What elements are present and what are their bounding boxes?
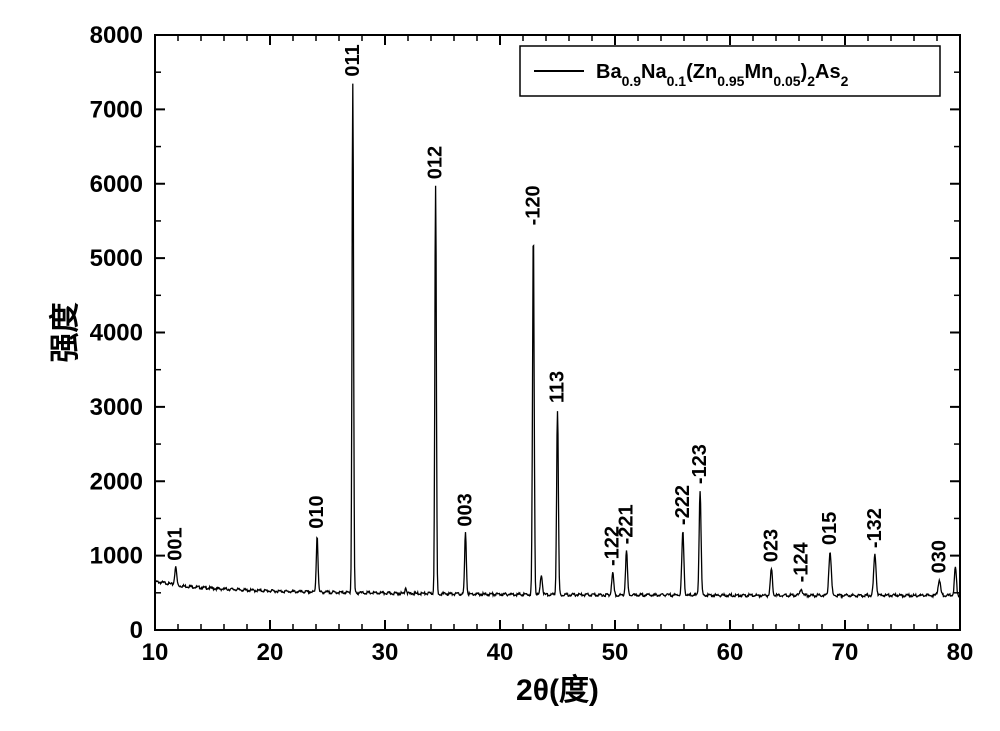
y-tick-label: 3000 — [90, 394, 143, 421]
peak-label: 030 — [928, 540, 950, 573]
peak-label: -123 — [689, 444, 711, 484]
peak-label: 023 — [760, 529, 782, 562]
peak-label: 001 — [165, 527, 187, 560]
peak-label: -222 — [672, 485, 694, 525]
y-tick-label: 2000 — [90, 468, 143, 495]
x-tick-label: 20 — [257, 639, 284, 666]
peak-label: -120 — [522, 185, 544, 225]
y-tick-label: 1000 — [90, 543, 143, 570]
xrd-chart-container: 10 20 30 40 50 60 70 80 0 1000 2000 3000 4000 5000 600… — [0, 0, 1000, 731]
legend-text: Ba0.9Na0.1(Zn0.95Mn0.05)2As2 — [596, 61, 849, 89]
peak-label: 011 — [342, 44, 364, 76]
x-tick-label: 60 — [717, 639, 744, 666]
x-tick-label: 70 — [832, 639, 859, 666]
y-tick-label: 6000 — [90, 171, 143, 198]
y-tick-label: 0 — [130, 617, 143, 644]
y-tick-label: 8000 — [90, 22, 143, 49]
xrd-chart: 10 20 30 40 50 60 70 80 0 1000 2000 3000 4000 5000 600… — [0, 0, 1000, 731]
peak-label: -221 — [616, 504, 638, 544]
peak-label: 010 — [306, 495, 328, 528]
peak-label: -124 — [790, 541, 812, 582]
x-tick-label: 50 — [602, 639, 629, 666]
peak-label: 012 — [425, 146, 447, 179]
x-tick-label: 10 — [142, 639, 169, 666]
x-tick-label: 40 — [487, 639, 514, 666]
x-tick-label: 30 — [372, 639, 399, 666]
peak-label: 113 — [547, 371, 569, 403]
y-tick-label: 7000 — [90, 96, 143, 123]
y-axis-title: 强度 — [49, 303, 82, 363]
peak-label: 015 — [819, 512, 841, 545]
peak-label: -132 — [864, 508, 886, 548]
x-axis-title: 2θ(度) — [516, 674, 599, 707]
x-tick-label: 80 — [947, 639, 974, 666]
peak-label: 003 — [455, 493, 477, 526]
y-tick-label: 5000 — [90, 245, 143, 272]
y-tick-label: 4000 — [90, 320, 143, 347]
